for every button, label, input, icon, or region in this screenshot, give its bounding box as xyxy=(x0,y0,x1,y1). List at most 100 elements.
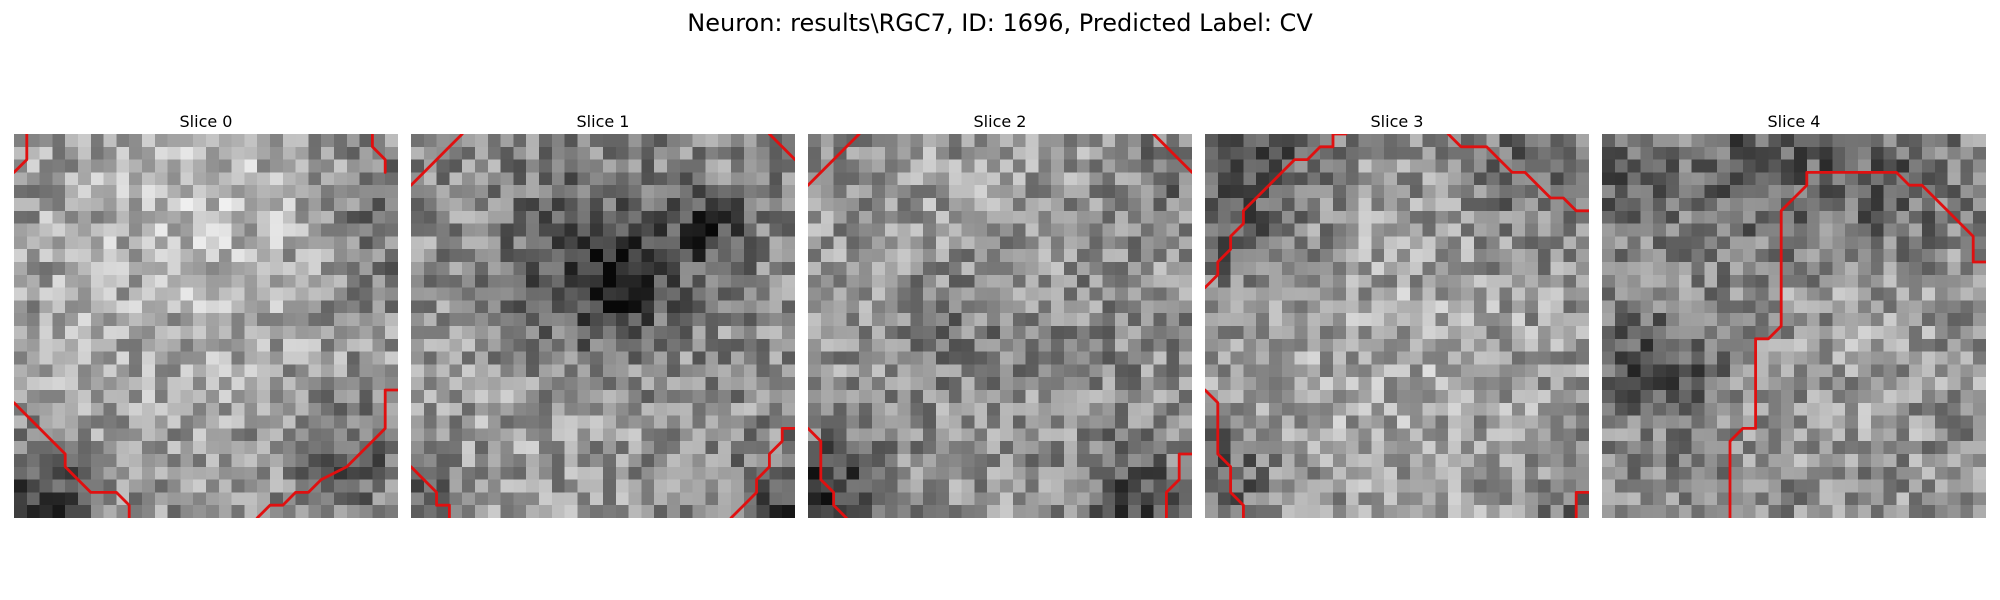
pixel xyxy=(936,210,950,225)
pixel xyxy=(1947,159,1961,173)
pixel xyxy=(193,402,207,417)
pixel xyxy=(1512,428,1526,442)
pixel xyxy=(487,428,502,442)
pixel xyxy=(1012,492,1027,506)
pixel xyxy=(1397,402,1411,417)
pixel xyxy=(218,377,233,391)
pixel xyxy=(961,505,975,518)
pixel xyxy=(1499,313,1513,327)
pixel xyxy=(1742,351,1757,365)
pixel xyxy=(1602,326,1616,340)
pixel xyxy=(1755,146,1769,161)
pixel xyxy=(1832,313,1846,327)
pixel xyxy=(1281,134,1296,148)
pixel xyxy=(833,454,847,468)
pixel xyxy=(526,454,540,468)
pixel xyxy=(590,505,604,518)
pixel xyxy=(1819,146,1833,161)
pixel xyxy=(1448,454,1462,468)
pixel xyxy=(718,364,732,378)
pixel xyxy=(500,364,514,378)
pixel xyxy=(1217,377,1232,391)
pixel xyxy=(308,415,322,429)
pixel xyxy=(1960,236,1974,250)
pixel xyxy=(1870,377,1885,391)
pixel xyxy=(577,198,591,212)
pixel xyxy=(1166,390,1180,404)
pixel xyxy=(1089,338,1103,353)
pixel xyxy=(1563,441,1577,455)
pixel xyxy=(129,159,143,173)
pixel xyxy=(1550,505,1564,518)
pixel xyxy=(308,505,322,518)
pixel xyxy=(564,326,578,340)
pixel xyxy=(1461,402,1475,417)
pixel xyxy=(513,172,527,186)
pixel xyxy=(1230,505,1244,518)
pixel xyxy=(961,377,975,391)
pixel xyxy=(449,428,463,442)
pixel xyxy=(1076,210,1091,225)
pixel xyxy=(1320,146,1334,161)
pixel xyxy=(231,198,245,212)
pixel xyxy=(897,262,911,276)
pixel xyxy=(1422,236,1436,250)
pixel xyxy=(615,364,630,378)
pixel xyxy=(948,172,963,186)
pixel xyxy=(308,338,322,353)
pixel xyxy=(270,402,284,417)
pixel xyxy=(756,300,770,314)
pixel xyxy=(1384,185,1398,199)
pixel xyxy=(1563,210,1577,225)
pixel xyxy=(872,479,886,493)
pixel xyxy=(1806,146,1821,161)
pixel xyxy=(1691,172,1705,186)
pixel xyxy=(1076,428,1091,442)
pixel xyxy=(1499,249,1513,263)
pixel xyxy=(359,313,373,327)
pixel xyxy=(167,236,181,250)
pixel xyxy=(90,492,105,506)
pixel xyxy=(1345,377,1360,391)
pixel xyxy=(1358,415,1372,429)
pixel xyxy=(987,505,1001,518)
pixel xyxy=(1333,415,1347,429)
pixel xyxy=(475,492,489,506)
pixel xyxy=(590,198,604,212)
pixel xyxy=(1678,415,1693,429)
pixel xyxy=(385,326,398,340)
pixel xyxy=(423,326,438,340)
pixel xyxy=(923,146,937,161)
pixel xyxy=(667,159,681,173)
pixel xyxy=(1422,262,1436,276)
pixel xyxy=(334,415,348,429)
pixel xyxy=(1384,351,1398,365)
pixel xyxy=(1819,441,1833,455)
pixel xyxy=(308,210,322,225)
pixel xyxy=(1922,441,1936,455)
pixel xyxy=(782,198,795,212)
pixel xyxy=(1012,300,1027,314)
pixel xyxy=(78,466,92,481)
pixel xyxy=(692,390,706,404)
pixel xyxy=(705,479,719,493)
pixel xyxy=(346,146,361,161)
pixel xyxy=(679,351,694,365)
pixel xyxy=(1768,364,1782,378)
pixel xyxy=(52,415,66,429)
pixel xyxy=(1742,300,1757,314)
pixel xyxy=(411,146,425,161)
pixel xyxy=(39,249,53,263)
pixel xyxy=(1653,364,1667,378)
pixel xyxy=(974,287,988,301)
pixel xyxy=(1653,505,1667,518)
pixel xyxy=(1217,198,1232,212)
pixel xyxy=(872,172,886,186)
pixel xyxy=(308,198,322,212)
pixel xyxy=(1153,402,1167,417)
pixel xyxy=(1486,300,1500,314)
pixel xyxy=(39,300,53,314)
pixel xyxy=(1499,415,1513,429)
pixel xyxy=(846,326,860,340)
pixel xyxy=(193,198,207,212)
